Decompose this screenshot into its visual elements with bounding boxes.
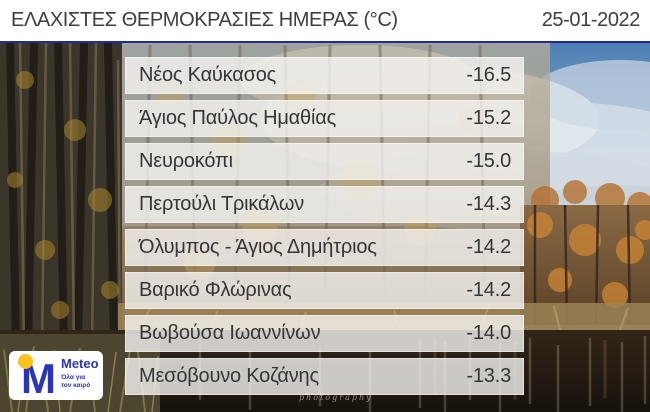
table-row: Νευροκόπι -15.0 xyxy=(125,143,524,180)
station-name: Άγιος Παύλος Ημαθίας xyxy=(139,107,337,129)
temperature-value: -14.0 xyxy=(466,322,511,344)
sun-icon xyxy=(18,354,33,369)
station-name: Όλυμπος - Άγιος Δημήτριος xyxy=(139,236,377,258)
temperature-table: Νέος Καύκασος -16.5 Άγιος Παύλος Ημαθίας… xyxy=(125,57,524,401)
station-name: Νέος Καύκασος xyxy=(139,64,277,86)
table-row: Βωβούσα Ιωαννίνων -14.0 xyxy=(125,315,524,352)
station-name: Βαρικό Φλώρινας xyxy=(139,279,292,301)
photographer-watermark: photography xyxy=(299,393,373,402)
table-row: Μεσόβουνο Κοζάνης -13.3 xyxy=(125,358,524,395)
station-name: Μεσόβουνο Κοζάνης xyxy=(139,365,319,387)
header-bar: ΕΛΑΧΙΣΤΕΣ ΘΕΡΜΟΚΡΑΣΙΕΣ ΗΜΕΡΑΣ (°C) 25-01… xyxy=(0,0,650,41)
temperature-value: -15.2 xyxy=(466,107,511,129)
meteo-tagline-line1: Όλα για xyxy=(60,373,85,381)
table-row: Όλυμπος - Άγιος Δημήτριος -14.2 xyxy=(125,229,524,266)
table-row: Περτούλι Τρικάλων -14.3 xyxy=(125,186,524,223)
table-row: Νέος Καύκασος -16.5 xyxy=(125,57,524,94)
meteo-wordmark: Meteo xyxy=(61,356,99,371)
station-name: Νευροκόπι xyxy=(139,150,233,172)
temperature-value: -14.2 xyxy=(466,236,511,258)
date-label: 25-01-2022 xyxy=(541,9,641,31)
meteo-tagline-line2: τον καιρό xyxy=(61,382,90,389)
page-title: ΕΛΑΧΙΣΤΕΣ ΘΕΡΜΟΚΡΑΣΙΕΣ ΗΜΕΡΑΣ (°C) xyxy=(11,9,398,31)
meteo-logo: M Meteo Όλα για τον καιρό xyxy=(9,351,103,402)
header-accent-line xyxy=(0,41,650,43)
station-name: Περτούλι Τρικάλων xyxy=(139,193,305,215)
table-row: Άγιος Παύλος Ημαθίας -15.2 xyxy=(125,100,524,137)
temperature-value: -14.2 xyxy=(466,279,511,301)
temperature-value: -13.3 xyxy=(466,365,511,387)
temperature-value: -16.5 xyxy=(466,64,511,86)
temperature-value: -14.3 xyxy=(466,193,511,215)
table-row: Βαρικό Φλώρινας -14.2 xyxy=(125,272,524,309)
temperature-value: -15.0 xyxy=(466,150,511,172)
meteo-logo-graphic: M Meteo Όλα για τον καιρό xyxy=(18,354,99,402)
station-name: Βωβούσα Ιωαννίνων xyxy=(139,322,321,344)
